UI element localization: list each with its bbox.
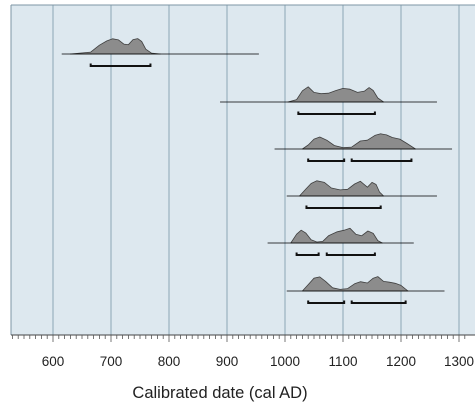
x-tick-label-1000: 1000 [270, 354, 300, 369]
x-tick-label-600: 600 [42, 354, 65, 369]
probability-range-bracket [295, 252, 320, 256]
probability-distribution [299, 180, 384, 197]
x-tick-label-1300: 1300 [444, 354, 474, 369]
plot-area [11, 5, 475, 335]
sample-6 [286, 276, 445, 304]
probability-range-bracket [305, 205, 382, 209]
probability-range-bracket [297, 111, 376, 115]
probability-distribution [70, 38, 161, 55]
x-tick-label-700: 700 [100, 354, 123, 369]
x-tick-label-1200: 1200 [386, 354, 416, 369]
probability-distribution [302, 133, 416, 150]
sample-2 [220, 86, 437, 115]
x-axis-title: Calibrated date (cal AD) [132, 384, 307, 402]
probability-range-bracket [307, 158, 346, 162]
x-tick-label-800: 800 [158, 354, 181, 369]
probability-distribution [290, 227, 383, 244]
sample-5 [267, 227, 414, 256]
x-tick-labels: 600 700 800 900 1000 1100 1200 1300 [42, 354, 474, 369]
x-tick-label-1100: 1100 [328, 354, 357, 369]
gridlines [52, 5, 460, 335]
probability-range-bracket [350, 158, 413, 162]
probability-range-bracket [325, 252, 376, 256]
x-tick-label-900: 900 [216, 354, 239, 369]
samples-layer [61, 38, 453, 304]
minor-ticks [11, 334, 475, 342]
probability-range-bracket [89, 63, 152, 67]
sample-4 [286, 180, 437, 209]
probability-distribution [302, 276, 409, 292]
probability-distribution [287, 86, 384, 103]
sample-3 [274, 133, 453, 162]
probability-range-bracket [350, 300, 407, 304]
sample-1 [61, 38, 259, 67]
probability-range-bracket [307, 300, 346, 304]
